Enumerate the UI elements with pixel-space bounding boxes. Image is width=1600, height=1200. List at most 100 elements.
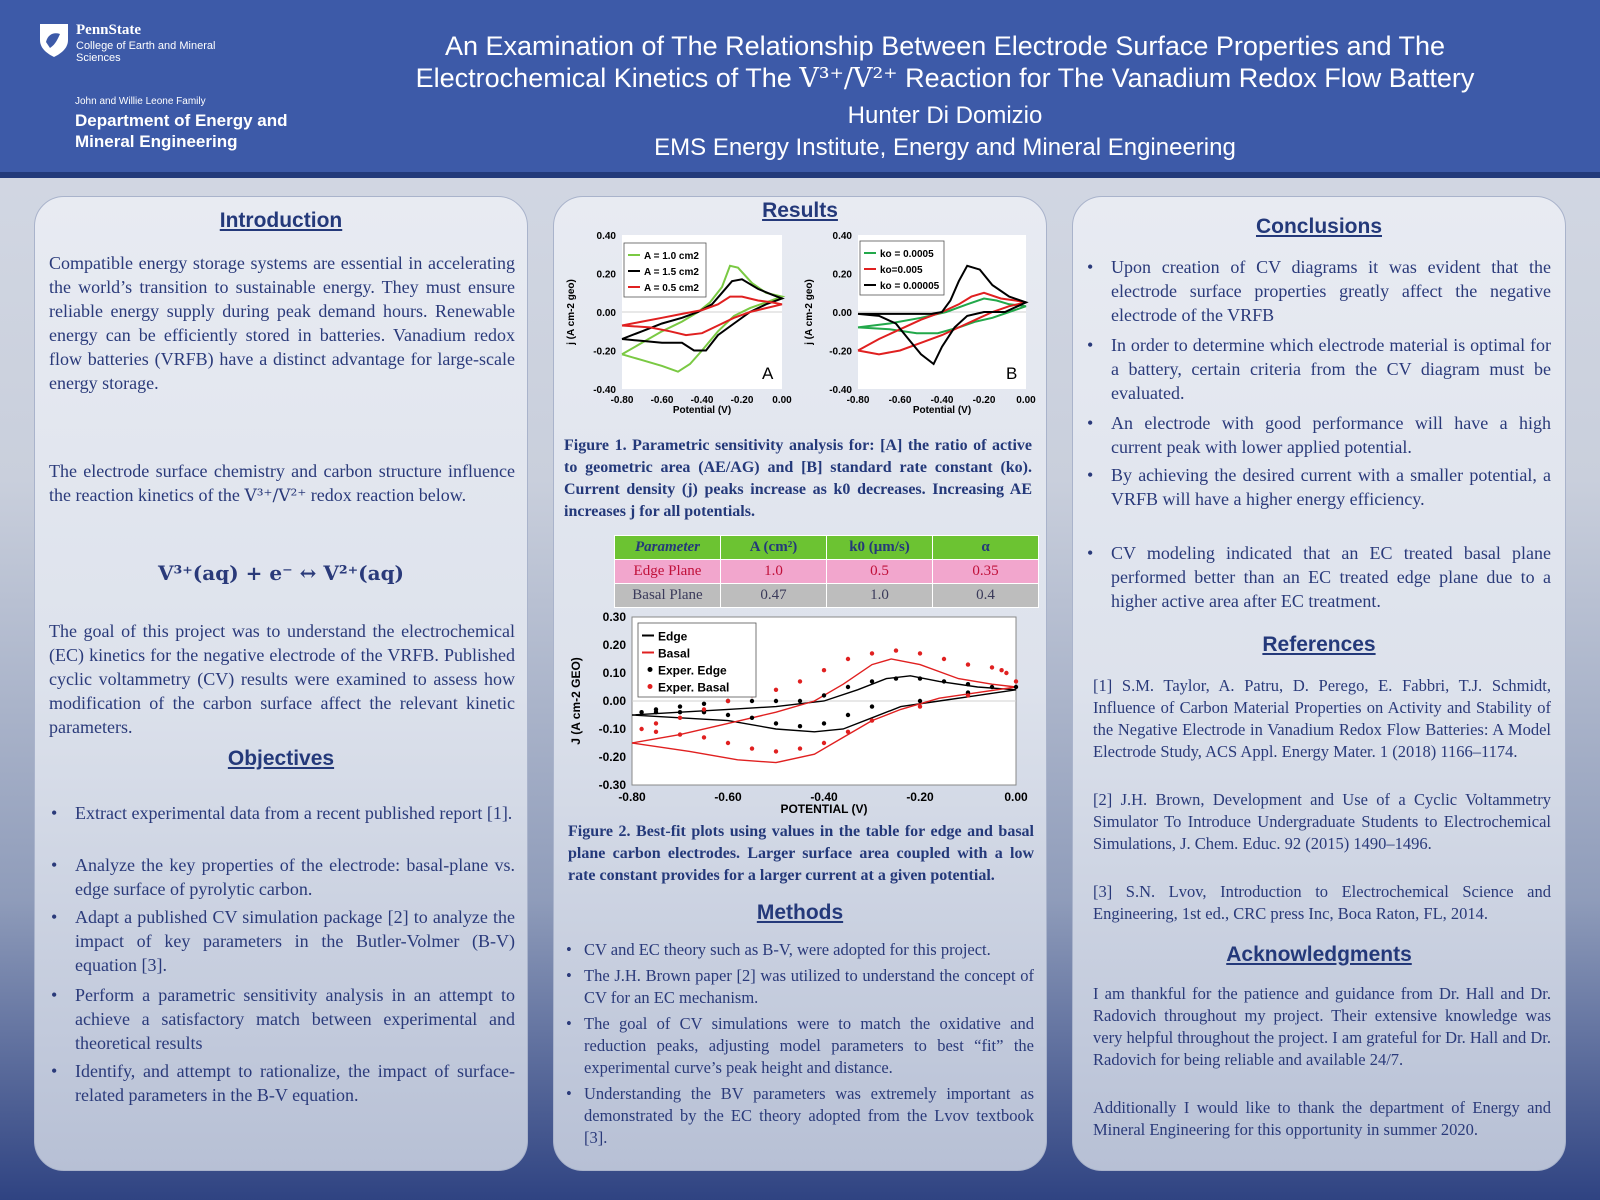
data-point: [701, 735, 707, 740]
data-point: [749, 715, 755, 720]
x-tick-label: 0.00: [772, 395, 792, 406]
data-point: [917, 651, 923, 656]
y-tick-label: 0.10: [603, 666, 627, 680]
methods-heading: Methods: [756, 901, 844, 924]
legend-label: A = 1.0 cm2: [644, 251, 699, 262]
dept-family-name: John and Willie Leone Family: [75, 96, 206, 107]
data-point: [701, 707, 707, 712]
y-tick-label: 0.20: [603, 638, 627, 652]
right-column-panel: Conclusions Upon creation of CV diagrams…: [1072, 196, 1566, 1171]
objective-item: Identify, and attempt to rationalize, th…: [49, 1059, 515, 1107]
x-tick-label: -0.80: [618, 790, 646, 804]
data-point: [773, 749, 779, 754]
data-point: [893, 676, 899, 681]
title-line-2: Electrochemical Kinetics of The V³⁺/V²⁺ …: [415, 63, 1475, 94]
data-point: [701, 701, 707, 706]
data-point: [989, 684, 995, 690]
data-point: [821, 721, 827, 726]
method-item: Understanding the BV parameters was extr…: [564, 1083, 1034, 1149]
reference-item: [2] J.H. Brown, Development and Use of a…: [1093, 790, 1551, 853]
chart-legend: ko = 0.0005 ko=0.005 ko = 0.00005: [859, 240, 945, 296]
data-point: [773, 687, 779, 692]
series-line: [631, 675, 1017, 733]
dept-name: Department of Energy and Mineral Enginee…: [75, 111, 288, 151]
data-point: [845, 712, 851, 718]
data-point: [773, 721, 779, 726]
table-cell: Edge Plane: [614, 559, 721, 584]
data-point: [869, 679, 875, 684]
intro-paragraph-1: Compatible energy storage systems are es…: [49, 253, 515, 393]
data-point: [965, 662, 971, 667]
y-tick-label: -0.20: [593, 347, 616, 358]
psu-shield-icon: [40, 24, 68, 57]
acknowledgments-heading: Acknowledgments: [1226, 943, 1412, 966]
data-point: [797, 724, 803, 729]
data-point: [639, 726, 644, 732]
title-line-1: An Examination of The Relationship Betwe…: [444, 31, 1446, 61]
chart-legend: A = 1.0 cm2 A = 1.5 cm2 A = 0.5 cm2: [623, 242, 707, 298]
data-point: [749, 698, 755, 704]
data-point: [1013, 679, 1019, 684]
table-header-cell: α: [932, 535, 1039, 560]
panel-label: A: [762, 364, 774, 383]
reference-item: [1] S.M. Taylor, A. Patru, D. Perego, E.…: [1093, 676, 1551, 761]
y-tick-label: 0.40: [597, 231, 617, 242]
conclusion-item: Upon creation of CV diagrams it was evid…: [1085, 255, 1551, 327]
data-point: [941, 656, 947, 662]
legend-label: ko = 0.0005: [880, 249, 934, 260]
data-point: [725, 698, 731, 704]
poster-title: An Examination of The Relationship Betwe…: [360, 30, 1530, 95]
data-point: [797, 698, 803, 704]
y-tick-label: -0.20: [599, 750, 627, 764]
x-tick-label: -0.40: [691, 395, 714, 406]
reference-item: [3] S.N. Lvov, Introduction to Electroch…: [1093, 882, 1551, 923]
legend-label: A = 0.5 cm2: [644, 283, 699, 294]
legend-marker: [647, 684, 653, 689]
title-ion: V³⁺/V²⁺: [799, 63, 898, 94]
table-cell: 1.0: [826, 583, 933, 608]
y-tick-label: -0.40: [593, 385, 616, 396]
redox-equation: V³⁺(aq) + e⁻ ↔ V²⁺(aq): [157, 561, 405, 585]
data-point: [965, 693, 971, 698]
data-point: [893, 648, 899, 653]
y-tick-label: 0.20: [833, 270, 853, 281]
y-tick-label: -0.40: [829, 385, 852, 396]
y-tick-label: 0.00: [597, 308, 617, 319]
legend-label: Exper. Edge: [658, 664, 727, 678]
legend-box: [637, 622, 757, 698]
data-point: [653, 710, 659, 715]
x-axis-label: POTENTIAL (V): [780, 802, 867, 816]
data-point: [869, 704, 875, 709]
x-tick-label: -0.20: [731, 395, 754, 406]
data-point: [821, 740, 827, 746]
figure-2-caption: Figure 2. Best-fit plots using values in…: [568, 823, 1034, 884]
legend-label: Basal: [658, 647, 690, 661]
method-item: The goal of CV simulations were to match…: [564, 1013, 1034, 1079]
data-point: [677, 732, 683, 737]
college-name: College of Earth and Mineral Sciences: [76, 40, 216, 64]
data-point: [653, 721, 659, 726]
intro-paragraph-2: The electrode surface chemistry and carb…: [49, 461, 515, 506]
y-axis-label: j (A cm-2 geo): [566, 279, 577, 346]
data-point: [725, 740, 731, 746]
y-tick-label: -0.10: [599, 722, 627, 736]
results-heading: Results: [762, 199, 838, 222]
y-tick-label: 0.00: [833, 308, 853, 319]
x-tick-label: -0.60: [651, 395, 674, 406]
x-tick-label: -0.60: [889, 395, 912, 406]
table-cell: 0.4: [932, 583, 1039, 608]
table-cell: Basal Plane: [614, 583, 721, 608]
objective-item: Analyze the key properties of the electr…: [49, 853, 515, 901]
data-point: [821, 693, 827, 698]
x-tick-label: -0.20: [906, 790, 934, 804]
data-point: [639, 710, 644, 715]
legend-label: Exper. Basal: [658, 681, 729, 695]
references-heading: References: [1262, 633, 1376, 656]
y-tick-label: 0.00: [603, 694, 627, 708]
table-row: Edge Plane 1.0 0.5 0.35: [614, 559, 1039, 584]
table-header-row: Parameter A (cm²) k0 (μm/s) α: [614, 535, 1039, 560]
data-point: [677, 715, 683, 720]
data-point: [917, 676, 923, 681]
legend-marker: [647, 667, 653, 672]
series-line: [857, 264, 1029, 366]
